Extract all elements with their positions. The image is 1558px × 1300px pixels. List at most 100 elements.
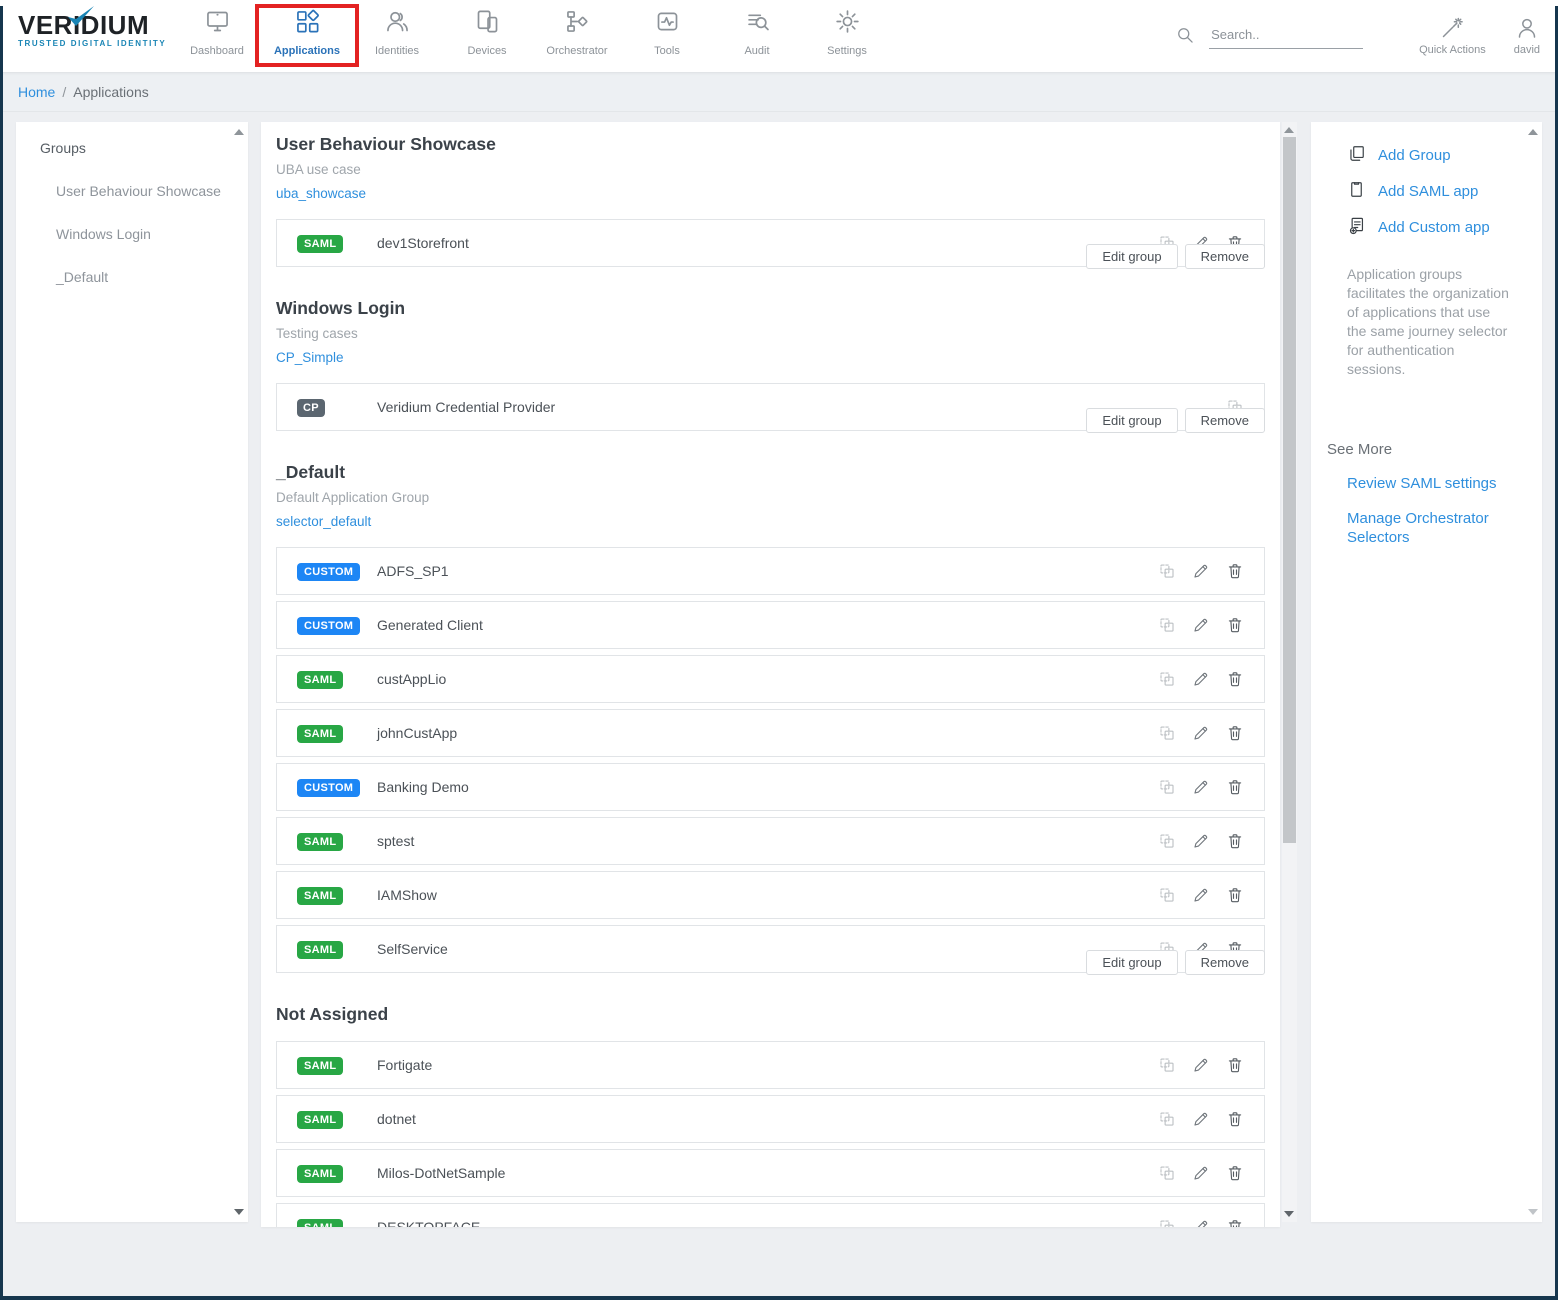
main-scrollbar-thumb[interactable] xyxy=(1283,137,1296,843)
quick-actions-button[interactable]: Quick Actions xyxy=(1419,16,1486,56)
remove-group-button[interactable]: Remove xyxy=(1184,408,1265,433)
delete-app-button[interactable] xyxy=(1226,778,1244,796)
edit-app-button[interactable] xyxy=(1192,670,1210,688)
sidebar-item-windows-login[interactable]: Windows Login xyxy=(56,226,151,242)
clone-app-button[interactable] xyxy=(1158,1164,1176,1182)
clone-app-button[interactable] xyxy=(1158,1218,1176,1227)
clone-icon xyxy=(1158,1056,1176,1074)
delete-app-button[interactable] xyxy=(1226,1110,1244,1128)
clone-icon xyxy=(1158,1164,1176,1182)
edit-app-button[interactable] xyxy=(1192,832,1210,850)
app-row: SAML sptest xyxy=(276,817,1265,865)
clone-app-button[interactable] xyxy=(1158,616,1176,634)
clone-app-button[interactable] xyxy=(1158,1056,1176,1074)
edit-app-button[interactable] xyxy=(1192,778,1210,796)
sidebar-scroll-up-arrow[interactable] xyxy=(234,129,244,135)
search-input[interactable] xyxy=(1209,23,1364,49)
clone-icon xyxy=(1158,832,1176,850)
clone-icon xyxy=(1158,724,1176,742)
identities-icon xyxy=(384,8,411,40)
right-panel-scroll-down-arrow[interactable] xyxy=(1528,1209,1538,1215)
edit-app-button[interactable] xyxy=(1192,886,1210,904)
app-row: CUSTOM ADFS_SP1 xyxy=(276,547,1265,595)
app-type-badge: SAML xyxy=(297,832,344,851)
nav-item-orchestrator[interactable]: Orchestrator xyxy=(532,8,622,64)
edit-app-button[interactable] xyxy=(1192,1056,1210,1074)
breadcrumb-home-link[interactable]: Home xyxy=(18,83,56,100)
nav-item-audit[interactable]: Audit xyxy=(712,8,802,64)
app-row: SAML johnCustApp xyxy=(276,709,1265,757)
edit-group-button[interactable]: Edit group xyxy=(1086,950,1178,975)
edit-app-button[interactable] xyxy=(1192,940,1210,958)
delete-app-button[interactable] xyxy=(1226,670,1244,688)
clone-app-button[interactable] xyxy=(1158,832,1176,850)
nav-item-devices[interactable]: Devices xyxy=(442,8,532,64)
edit-icon xyxy=(1192,562,1210,580)
edit-icon xyxy=(1192,940,1210,958)
right-panel-scroll-up-arrow[interactable] xyxy=(1528,129,1538,135)
add-custom-app-link[interactable]: Add Custom app xyxy=(1347,216,1542,239)
sidebar-item-default[interactable]: _Default xyxy=(56,269,109,285)
clone-app-button[interactable] xyxy=(1158,886,1176,904)
clone-app-button[interactable] xyxy=(1158,670,1176,688)
clone-app-button[interactable] xyxy=(1158,1110,1176,1128)
group-selector-link[interactable]: CP_Simple xyxy=(276,350,344,365)
delete-app-button[interactable] xyxy=(1226,1164,1244,1182)
app-type-badge: CUSTOM xyxy=(297,778,361,797)
delete-app-button[interactable] xyxy=(1226,832,1244,850)
edit-app-button[interactable] xyxy=(1192,1164,1210,1182)
group-subtitle: UBA use case xyxy=(276,162,361,177)
review-saml-settings-link[interactable]: Review SAML settings xyxy=(1347,475,1497,492)
edit-group-button[interactable]: Edit group xyxy=(1086,408,1178,433)
delete-app-button[interactable] xyxy=(1226,1218,1244,1227)
sidebar-scroll-down-arrow[interactable] xyxy=(234,1209,244,1215)
delete-app-button[interactable] xyxy=(1226,616,1244,634)
app-row-actions xyxy=(1158,562,1244,580)
nav-item-identities[interactable]: Identities xyxy=(352,8,442,64)
remove-group-button[interactable]: Remove xyxy=(1184,950,1265,975)
main-scroll-down-arrow[interactable] xyxy=(1284,1211,1294,1217)
delete-app-button[interactable] xyxy=(1226,724,1244,742)
remove-group-button[interactable]: Remove xyxy=(1184,244,1265,269)
sidebar-item-user-behaviour-showcase[interactable]: User Behaviour Showcase xyxy=(56,183,221,199)
clone-icon xyxy=(1158,886,1176,904)
nav-item-applications[interactable]: Applications xyxy=(255,4,359,67)
not-assigned-section: Not Assigned SAML Fortigate SAML dotnet SAML M… xyxy=(276,1004,1265,1227)
edit-icon xyxy=(1192,832,1210,850)
manage-orchestrator-selectors-link[interactable]: Manage Orchestrator Selectors xyxy=(1347,510,1489,546)
edit-icon xyxy=(1192,616,1210,634)
edit-app-button[interactable] xyxy=(1192,616,1210,634)
clone-app-button[interactable] xyxy=(1158,562,1176,580)
devices-icon xyxy=(474,8,501,40)
add-group-link[interactable]: Add Group xyxy=(1347,144,1542,167)
app-row: SAML Fortigate xyxy=(276,1041,1265,1089)
group-selector-link[interactable]: uba_showcase xyxy=(276,186,367,201)
nav-item-tools[interactable]: Tools xyxy=(622,8,712,64)
edit-app-button[interactable] xyxy=(1192,234,1210,252)
delete-app-button[interactable] xyxy=(1226,886,1244,904)
nav-item-settings[interactable]: Settings xyxy=(802,8,892,64)
app-name: Veridium Credential Provider xyxy=(377,399,556,415)
delete-icon xyxy=(1226,886,1244,904)
groups-sidebar-panel: Groups User Behaviour Showcase Windows Lo… xyxy=(16,122,248,1222)
edit-app-button[interactable] xyxy=(1192,1110,1210,1128)
app-row-actions xyxy=(1158,670,1244,688)
clone-icon xyxy=(1158,1110,1176,1128)
group-selector-link[interactable]: selector_default xyxy=(276,514,372,529)
edit-icon xyxy=(1192,778,1210,796)
delete-app-button[interactable] xyxy=(1226,1056,1244,1074)
clone-app-button[interactable] xyxy=(1158,778,1176,796)
user-menu-button[interactable]: david xyxy=(1514,16,1540,56)
main-scroll-up-arrow[interactable] xyxy=(1284,127,1294,133)
quick-actions-label: Quick Actions xyxy=(1419,44,1486,56)
app-row: CUSTOM Banking Demo xyxy=(276,763,1265,811)
app-name: sptest xyxy=(377,833,415,849)
nav-item-dashboard[interactable]: Dashboard xyxy=(172,8,262,64)
edit-group-button[interactable]: Edit group xyxy=(1086,244,1178,269)
edit-app-button[interactable] xyxy=(1192,562,1210,580)
edit-app-button[interactable] xyxy=(1192,724,1210,742)
clone-app-button[interactable] xyxy=(1158,724,1176,742)
add-saml-app-link[interactable]: Add SAML app xyxy=(1347,180,1542,203)
delete-app-button[interactable] xyxy=(1226,562,1244,580)
edit-app-button[interactable] xyxy=(1192,1218,1210,1227)
